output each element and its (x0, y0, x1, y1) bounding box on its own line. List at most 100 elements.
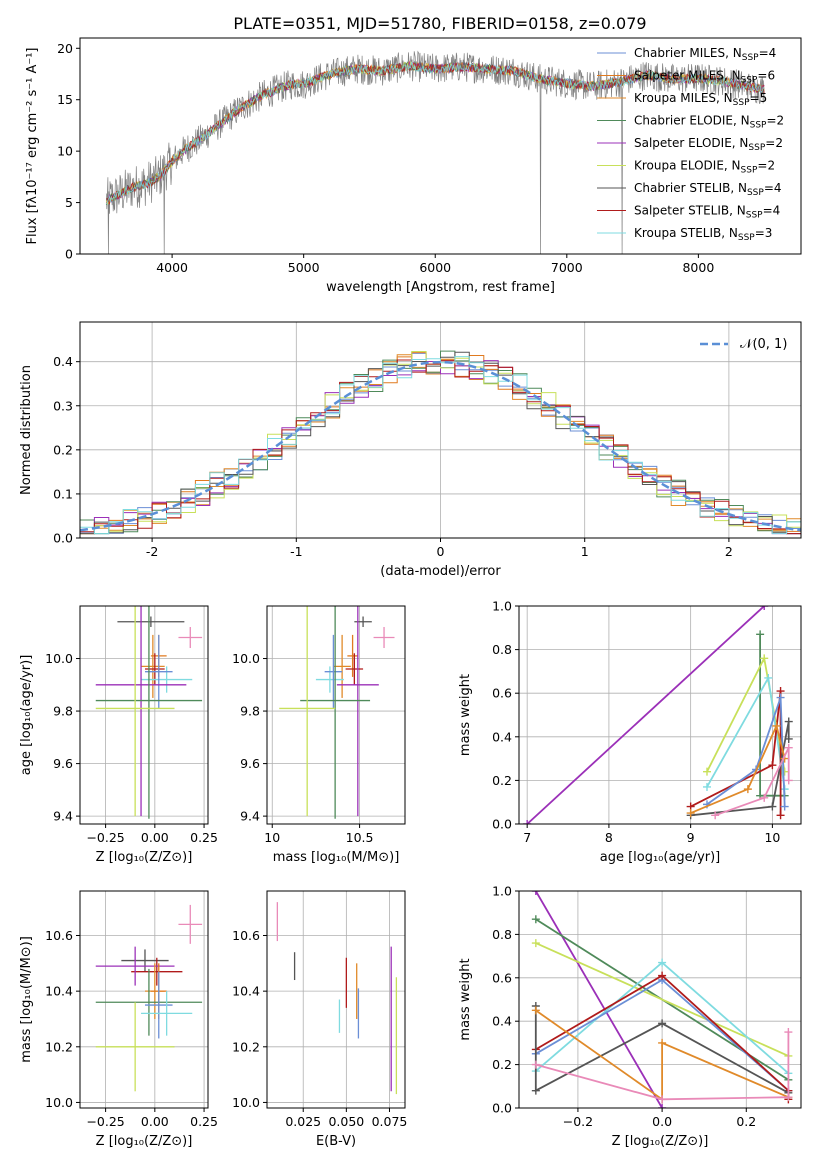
x-tick-label: 10.5 (346, 830, 374, 845)
plus-marker (784, 1093, 793, 1102)
y-tick-label: 15 (57, 92, 73, 107)
y-tick-label: 10.0 (45, 651, 73, 666)
x-tick-label: 9 (687, 830, 695, 845)
axes-massweight_vs_age: 7 8 9 10 0.0 0.2 0.4 0.6 0.8 1.0 age [log₁₀(age/yr… (458, 599, 802, 865)
plus-marker (756, 630, 765, 639)
y-tick-label: 0.4 (492, 1014, 512, 1029)
x-axis-label: mass [log₁₀(M/M⊙)] (273, 850, 400, 865)
x-tick-label: -1 (290, 544, 302, 559)
plus-marker (743, 785, 752, 794)
legend-entry: Salpeter ELODIE, NSSP=2 (634, 136, 783, 153)
axes-spectrum: 4000 5000 6000 7000 8000 0 5 10 15 20 wavelength [… (25, 37, 802, 295)
plus-marker (703, 767, 711, 776)
plus-marker (768, 761, 777, 770)
plus-marker (784, 717, 793, 726)
legend-entry-name: Chabrier STELIB, N (634, 181, 747, 195)
mass-weight-series (535, 891, 663, 1108)
y-tick-label: 0.4 (53, 354, 73, 369)
legend-entry-sub: SSP (741, 76, 758, 86)
axes-mass_vs_EBV: 0.025 0.050 0.075 10.0 10.2 10.4 10.6 E(B-V) (232, 890, 407, 1149)
plus-marker (523, 820, 532, 824)
figure-title: PLATE=0351, MJD=51780, FIBERID=0158, z=0… (233, 14, 646, 33)
x-tick-label: 8 (605, 830, 613, 845)
plus-marker (531, 1060, 540, 1069)
x-tick-label: −0.2 (563, 1114, 593, 1129)
frame-age_vs_Z: −0.25 0.00 0.25 9.4 9.6 9.8 10.0 Z [log₁₀(Z/Z⊙)… (19, 605, 218, 865)
legend-entry-sub: SSP (741, 166, 758, 176)
residual-histogram (80, 356, 801, 538)
y-tick-label: 0.0 (492, 817, 512, 832)
y-tick-label: 9.6 (240, 756, 260, 771)
plus-marker (658, 1095, 667, 1104)
y-tick-label: 10 (57, 144, 73, 159)
y-tick-label: 0.2 (492, 773, 512, 788)
x-axis-label: (data-model)/error (380, 564, 501, 579)
frame-massweight_vs_age: 7 8 9 10 0.0 0.2 0.4 0.6 0.8 1.0 age [log₁₀(age/yr… (458, 599, 802, 865)
legend-entry: Chabrier MILES, NSSP=4 (634, 46, 776, 63)
plot-area-residuals (80, 350, 801, 538)
mass-weight-series (534, 1006, 789, 1094)
y-tick-label: 0.2 (492, 1057, 512, 1072)
plus-marker (768, 802, 777, 811)
axes-massweight_vs_Z: −0.2 0.0 0.2 0.0 0.2 0.4 0.6 0.8 1.0 Z [log₁₀(Z/Z… (458, 884, 802, 1149)
y-axis-label: mass weight (458, 674, 473, 756)
plus-marker (658, 1019, 667, 1028)
legend-entry: Kroupa MILES, NSSP=5 (634, 91, 767, 108)
y-tick-label: 0.6 (492, 970, 512, 985)
frame-residuals: -2 -1 0 1 2 0.0 0.1 0.2 0.3 0.4 (data-model)/error… (19, 321, 802, 579)
legend-entry-name: Salpeter STELIB, N (634, 204, 746, 218)
plus-marker (760, 654, 769, 663)
x-tick-label: 2 (725, 544, 733, 559)
y-tick-label: 0.1 (53, 486, 73, 501)
plus-marker (703, 782, 711, 791)
axes-frame (79, 37, 802, 255)
x-tick-label: 6000 (419, 260, 451, 275)
axes-frame (266, 890, 406, 1109)
legend-entry: Kroupa STELIB, NSSP=3 (634, 226, 772, 243)
frame-massweight_vs_Z: −0.2 0.0 0.2 0.0 0.2 0.4 0.6 0.8 1.0 Z [log₁₀(Z/Z… (458, 884, 802, 1149)
plus-marker (784, 734, 793, 743)
x-axis-label: E(B-V) (316, 1134, 356, 1149)
legend-entry-tail: =4 (763, 204, 781, 218)
x-tick-label: 1 (581, 544, 589, 559)
y-tick-label: 1.0 (492, 884, 512, 899)
plus-marker (776, 693, 785, 702)
plot-area-age_vs_mass (279, 606, 395, 819)
frame-mass_vs_Z: −0.25 0.00 0.25 10.0 10.2 10.4 10.6 Z [log₁₀(Z/… (19, 890, 218, 1149)
x-tick-label: 0.0 (652, 1114, 672, 1129)
x-tick-label: 7 (523, 830, 531, 845)
legend-entry-sub: SSP (733, 98, 750, 108)
x-axis-label: Z [log₁₀(Z/Z⊙)] (96, 1134, 193, 1149)
x-tick-label: −0.25 (86, 830, 124, 845)
legend-entry-sub: SSP (747, 188, 764, 198)
gaussian-curve (80, 360, 801, 532)
y-axis-label: Flux [fλ10⁻¹⁷ erg cm⁻² s⁻¹ A⁻¹] (25, 48, 40, 245)
legend-entry-sub: SSP (738, 233, 755, 243)
axes-frame (518, 605, 802, 825)
y-tick-label: 20 (57, 41, 73, 56)
mass-weight-series (690, 723, 786, 814)
plus-marker (780, 802, 789, 811)
legend-entry-tail: =6 (757, 69, 775, 83)
y-tick-label: 10.0 (232, 1095, 260, 1110)
x-tick-label: 10 (764, 830, 780, 845)
y-tick-label: 0.6 (492, 686, 512, 701)
y-tick-label: 10.6 (45, 928, 73, 943)
y-tick-label: 10.0 (45, 1095, 73, 1110)
plus-marker (776, 811, 785, 820)
plus-marker (760, 793, 769, 802)
plot-area-mass_vs_EBV (276, 902, 398, 1095)
plus-marker (784, 743, 793, 752)
plus-marker (784, 776, 793, 785)
plot-area-spectrum (105, 50, 765, 254)
y-tick-label: 10.2 (45, 1039, 73, 1054)
y-tick-label: 1.0 (492, 599, 512, 614)
y-tick-label: 10.6 (232, 928, 260, 943)
plot-area-mass_vs_Z (95, 904, 203, 1092)
x-tick-label: 8000 (682, 260, 714, 275)
plus-marker (531, 1086, 540, 1095)
x-axis-label: Z [log₁₀(Z/Z⊙)] (96, 850, 193, 865)
y-axis-label: mass [log₁₀(M/M⊙)] (19, 936, 34, 1063)
legend-entry-sub: SSP (750, 121, 767, 131)
